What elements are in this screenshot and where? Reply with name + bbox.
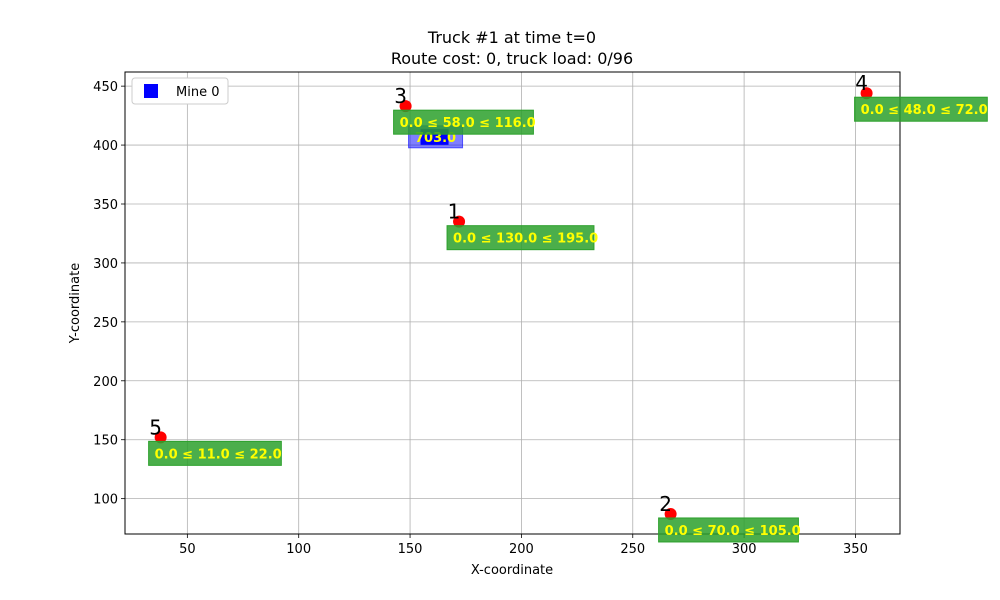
point-demand-label: 0.0 ≤ 70.0 ≤ 105.0 bbox=[665, 524, 801, 539]
legend: Mine 0 bbox=[131, 77, 229, 105]
y-tick-label: 450 bbox=[93, 80, 118, 95]
point-marker bbox=[399, 100, 412, 113]
legend-label: Mine 0 bbox=[176, 85, 219, 100]
x-tick-label: 100 bbox=[286, 542, 311, 557]
point-demand-label: 0.0 ≤ 48.0 ≤ 72.0 bbox=[861, 103, 988, 118]
y-tick-label: 150 bbox=[93, 434, 118, 449]
point-demand-box bbox=[446, 225, 595, 251]
point-id-label: 4 bbox=[855, 71, 868, 95]
x-tick-label: 150 bbox=[398, 542, 423, 557]
point-marker bbox=[154, 431, 167, 444]
y-axis-label: Y-coordinate bbox=[68, 263, 83, 344]
y-tick-label: 400 bbox=[93, 139, 118, 154]
point-demand-label: 0.0 ≤ 130.0 ≤ 195.0 bbox=[453, 232, 598, 247]
y-tick-label: 300 bbox=[93, 257, 118, 272]
point-demand-label: 0.0 ≤ 58.0 ≤ 116.0 bbox=[400, 116, 536, 131]
y-tick-label: 350 bbox=[93, 198, 118, 213]
point-marker bbox=[860, 87, 873, 100]
x-tick-label: 300 bbox=[732, 542, 757, 557]
point-id-label: 5 bbox=[149, 415, 162, 439]
axis-ticks: 50 100 150 200 250 300 350 100 150 200 250 300 350 40… bbox=[93, 80, 868, 557]
point-demand-label: 0.0 ≤ 11.0 ≤ 22.0 bbox=[155, 447, 282, 462]
point-demand-box bbox=[658, 517, 799, 543]
points-layer: 1 0.0 ≤ 130.0 ≤ 195.0 2 0.0 ≤ 70.0 ≤ 105.0 3… bbox=[148, 71, 988, 543]
point-id-label: 2 bbox=[659, 492, 672, 516]
point-demand-box bbox=[393, 109, 534, 135]
x-axis-label: X-coordinate bbox=[471, 563, 553, 578]
legend-swatch bbox=[144, 84, 158, 98]
chart-subtitle: Route cost: 0, truck load: 0/96 bbox=[391, 49, 633, 68]
point-marker bbox=[453, 215, 466, 228]
y-tick-label: 250 bbox=[93, 316, 118, 331]
chart-title: Truck #1 at time t=0 bbox=[427, 28, 596, 47]
grid bbox=[125, 72, 900, 534]
x-tick-label: 50 bbox=[179, 542, 196, 557]
point-id-label: 3 bbox=[394, 84, 407, 108]
y-tick-label: 100 bbox=[93, 493, 118, 508]
point-demand-box bbox=[148, 440, 282, 466]
x-tick-label: 250 bbox=[620, 542, 645, 557]
x-tick-label: 350 bbox=[843, 542, 868, 557]
point-demand-box bbox=[854, 96, 988, 122]
point-id-label: 1 bbox=[448, 200, 461, 224]
x-tick-label: 200 bbox=[509, 542, 534, 557]
plot-area-frame bbox=[124, 71, 901, 535]
point-marker bbox=[664, 507, 677, 520]
y-tick-label: 200 bbox=[93, 375, 118, 390]
